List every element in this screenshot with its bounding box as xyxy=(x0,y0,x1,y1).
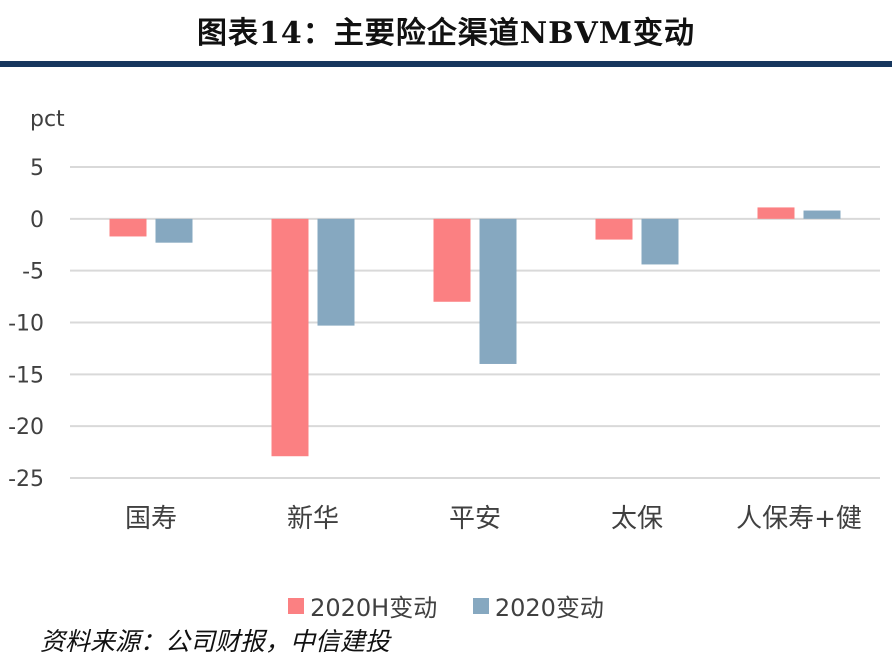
y-tick-labels: 5 0 -5 -10 -15 -20 -25 xyxy=(8,156,44,492)
legend-swatch-2020h xyxy=(288,597,305,614)
gridlines xyxy=(70,166,880,479)
legend-swatch-2020 xyxy=(472,597,489,614)
x-tick-label: 平安 xyxy=(449,504,501,534)
legend-item-2020: 2020变动 xyxy=(472,588,604,623)
bar-2020h xyxy=(271,218,309,457)
bar-2020 xyxy=(803,210,841,219)
bar-2020 xyxy=(479,218,517,364)
legend: 2020H变动 2020变动 xyxy=(0,588,892,623)
bars xyxy=(109,207,841,457)
x-tick-label: 新华 xyxy=(287,504,339,534)
legend-item-2020h: 2020H变动 xyxy=(288,588,437,623)
y-tick-label: -20 xyxy=(8,415,44,440)
y-tick-label: -25 xyxy=(8,467,44,492)
legend-label-2020h: 2020H变动 xyxy=(310,594,438,622)
bar-2020h xyxy=(595,218,633,240)
bar-2020h xyxy=(109,218,147,237)
chart-title: 图表14：主要险企渠道NBVM变动 xyxy=(196,16,695,51)
bar-2020 xyxy=(155,218,193,243)
bar-2020h xyxy=(433,218,471,302)
x-tick-label: 太保 xyxy=(611,504,663,534)
y-tick-label: 5 xyxy=(30,156,44,181)
bar-2020 xyxy=(641,218,679,265)
y-tick-label: 0 xyxy=(30,208,44,233)
x-tick-label: 人保寿+健 xyxy=(736,504,862,534)
x-tick-labels: 国寿 新华 平安 太保 人保寿+健 xyxy=(125,504,862,534)
y-axis-unit-label: pct xyxy=(30,107,65,132)
y-tick-label: -10 xyxy=(8,312,44,337)
bar-2020 xyxy=(317,218,355,326)
bar-2020h xyxy=(757,207,795,219)
title-divider xyxy=(0,61,892,67)
source-note: 资料来源：公司财报，中信建投 xyxy=(40,627,391,656)
y-tick-label: -5 xyxy=(22,260,44,285)
x-tick-label: 国寿 xyxy=(125,504,177,534)
legend-label-2020: 2020变动 xyxy=(494,594,604,622)
y-tick-label: -15 xyxy=(8,363,44,388)
